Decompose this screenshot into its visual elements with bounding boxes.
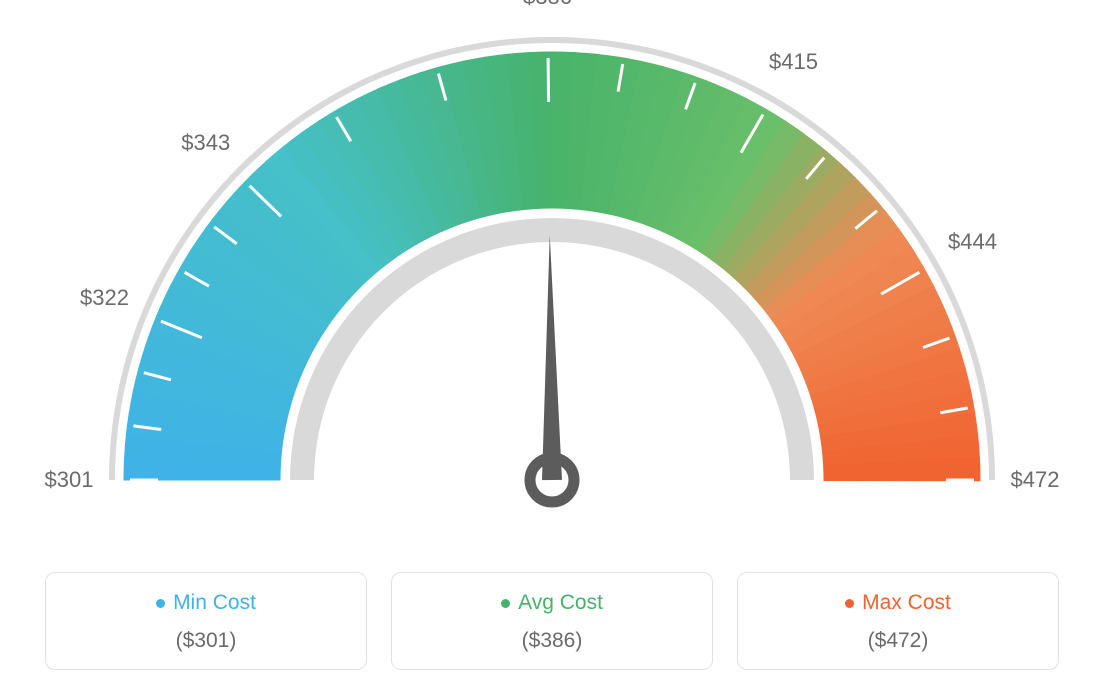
min-dot-icon (156, 599, 165, 608)
max-cost-card: Max Cost ($472) (737, 572, 1059, 670)
max-cost-label: Max Cost (862, 591, 951, 615)
max-cost-title: Max Cost (845, 591, 951, 615)
min-cost-card: Min Cost ($301) (45, 572, 367, 670)
gauge-tick-label: $386 (523, 0, 572, 10)
gauge-tick-label: $415 (769, 49, 818, 75)
avg-cost-title: Avg Cost (501, 591, 603, 615)
avg-cost-card: Avg Cost ($386) (391, 572, 713, 670)
cost-gauge: $301 $322 $343 $386 $415 $444 $472 (0, 0, 1104, 540)
min-cost-label: Min Cost (173, 591, 256, 615)
avg-cost-label: Avg Cost (518, 591, 603, 615)
avg-dot-icon (501, 599, 510, 608)
avg-cost-value: ($386) (402, 629, 702, 653)
gauge-tick-label: $343 (181, 130, 230, 156)
min-cost-title: Min Cost (156, 591, 256, 615)
gauge-tick-label: $301 (45, 467, 94, 493)
max-cost-value: ($472) (748, 629, 1048, 653)
summary-cards: Min Cost ($301) Avg Cost ($386) Max Cost… (45, 572, 1059, 670)
gauge-tick-label: $472 (1011, 467, 1060, 493)
gauge-svg (0, 0, 1104, 540)
gauge-tick-label: $322 (80, 285, 129, 311)
min-cost-value: ($301) (56, 629, 356, 653)
max-dot-icon (845, 599, 854, 608)
gauge-tick-label: $444 (948, 229, 997, 255)
